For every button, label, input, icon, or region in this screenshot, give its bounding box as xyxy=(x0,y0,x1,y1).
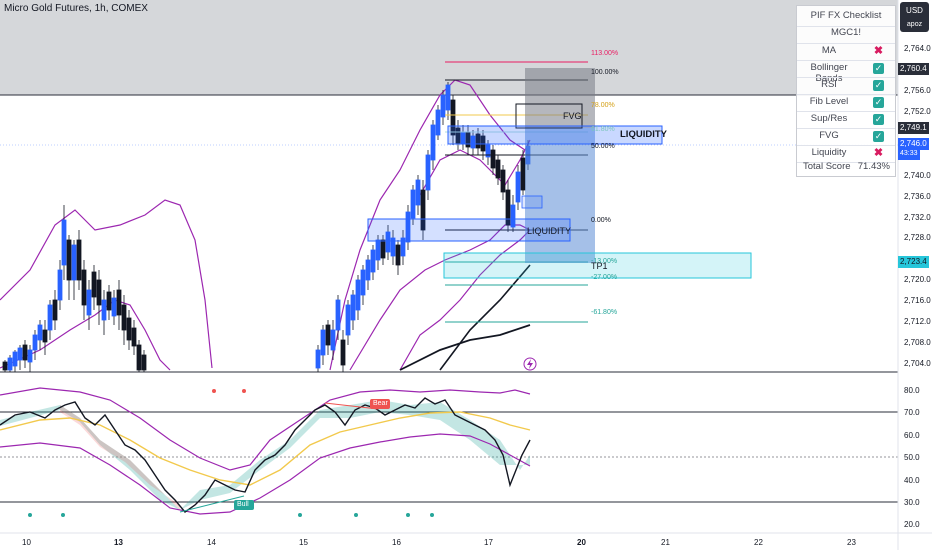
liquidity-label-top: LIQUIDITY xyxy=(620,129,667,140)
time-tick: 13 xyxy=(114,538,123,547)
price-tick: 2,704.0 xyxy=(904,359,931,368)
fib-label-618: 61.80% xyxy=(591,126,615,133)
price-tick: 2,732.0 xyxy=(904,213,931,222)
rsi-tick: 40.0 xyxy=(904,476,920,485)
time-tick: 22 xyxy=(754,538,763,547)
fib-label-50: 50.00% xyxy=(591,143,615,150)
position-stop-zone[interactable] xyxy=(525,68,595,128)
rsi-tick: 20.0 xyxy=(904,520,920,529)
fvg-label: FVG xyxy=(563,111,582,121)
bollinger-upper-2 xyxy=(329,79,526,371)
rsi-fill-area xyxy=(0,400,530,510)
time-tick: 16 xyxy=(392,538,401,547)
checklist-item-rsi: RSI ✓ xyxy=(821,79,884,91)
time-tick: 20 xyxy=(577,538,586,547)
fib-label-neg27: -27.00% xyxy=(591,274,618,281)
price-tick: 2,756.0 xyxy=(904,86,931,95)
price-tick: 2,736.0 xyxy=(904,192,931,201)
rsi-line xyxy=(0,397,531,513)
price-tag-mid: 2,749.1 xyxy=(898,122,929,134)
moving-average-short xyxy=(439,264,531,371)
price-tick: 2,764.0 xyxy=(904,44,931,53)
bull-label-bg xyxy=(234,500,254,510)
bollinger-lower-3 xyxy=(399,229,531,371)
moving-average-long xyxy=(399,324,531,371)
chart-title: Micro Gold Futures, 1h, COMEX xyxy=(4,3,148,14)
time-tick: 23 xyxy=(847,538,856,547)
price-tick: 2,708.0 xyxy=(904,338,931,347)
bear-label-bg xyxy=(370,399,390,409)
bull-label: Bull xyxy=(237,501,249,508)
pass-check-icon: ✓ xyxy=(873,114,884,125)
candles-left xyxy=(2,205,147,372)
price-tick: 2,720.0 xyxy=(904,275,931,284)
fail-cross-icon: ✖ xyxy=(873,45,884,57)
fib-label-78: 78.00% xyxy=(591,102,615,109)
fib-label-100: 100.00% xyxy=(591,69,619,76)
time-tick: 15 xyxy=(299,538,308,547)
price-tick: 2,752.0 xyxy=(904,107,931,116)
liquidity-box-bottom[interactable] xyxy=(367,218,571,242)
fib-label-0: 0.00% xyxy=(591,217,611,224)
rsi-tick: 80.0 xyxy=(904,386,920,395)
rsi-tick: 70.0 xyxy=(904,408,920,417)
price-tag-low: 2,723.4 xyxy=(898,256,929,268)
liquidity-box-top[interactable] xyxy=(447,125,663,145)
fvg-box[interactable] xyxy=(515,103,583,129)
position-target-zone[interactable] xyxy=(525,128,595,263)
currency-button[interactable]: USD apoz xyxy=(900,2,929,32)
price-tick: 2,728.0 xyxy=(904,233,931,242)
price-tag-high: 2,760.4 xyxy=(898,63,929,75)
rsi-fill-bear xyxy=(60,405,180,510)
time-tick: 10 xyxy=(22,538,31,547)
bollinger-upper xyxy=(0,199,213,369)
checklist-panel: PIF FX Checklist MGC1! MA ✖ Bollinger Ban… xyxy=(796,5,896,177)
price-tick: 2,716.0 xyxy=(904,296,931,305)
checklist-item-ma: MA ✖ xyxy=(821,45,884,57)
time-tick: 14 xyxy=(207,538,216,547)
rsi-divergence-bull xyxy=(179,495,245,513)
checklist-item-bollinger: Bollinger Bands ✓ xyxy=(810,62,884,84)
pass-check-icon: ✓ xyxy=(873,63,884,74)
liquidity-label-bottom: LIQUIDITY xyxy=(527,226,572,236)
price-tick: 2,740.0 xyxy=(904,171,931,180)
tp1-zone[interactable] xyxy=(443,252,752,279)
time-tick: 21 xyxy=(661,538,670,547)
tp1-label: TP1 xyxy=(591,261,608,271)
checklist-title: PIF FX Checklist xyxy=(810,10,882,21)
price-tick: 2,712.0 xyxy=(904,317,931,326)
checklist-item-supres: Sup/Res ✓ xyxy=(810,113,884,125)
fail-cross-icon: ✖ xyxy=(873,147,884,159)
checklist-symbol: MGC1! xyxy=(830,27,862,38)
bear-label: Bear xyxy=(373,400,388,407)
rsi-tick: 30.0 xyxy=(904,498,920,507)
rsi-divergence-bear xyxy=(324,402,379,410)
fib-label-neg13: -13.00% xyxy=(591,258,618,265)
range-shading xyxy=(0,0,898,95)
time-tick: 17 xyxy=(484,538,493,547)
current-price-tag: 2,746.0 xyxy=(898,138,929,150)
pass-check-icon: ✓ xyxy=(873,131,884,142)
rsi-signal-yellow xyxy=(0,411,531,486)
checklist-item-fvg: FVG ✓ xyxy=(819,130,884,142)
rsi-band-lower xyxy=(0,433,531,515)
pass-check-icon: ✓ xyxy=(873,97,884,108)
rsi-tick: 50.0 xyxy=(904,453,920,462)
rsi-tick: 60.0 xyxy=(904,431,920,440)
candle-countdown: 43:33 xyxy=(898,148,920,160)
checklist-item-fib: Fib Level ✓ xyxy=(809,96,884,108)
alert-lightning-icon[interactable] xyxy=(523,357,537,371)
fib-label-113: 113.00% xyxy=(591,50,619,57)
fib-label-neg618: -61.80% xyxy=(591,309,618,316)
checklist-total: Total Score 71.43% xyxy=(803,161,890,172)
rsi-band-upper xyxy=(0,387,531,471)
bollinger-mid xyxy=(419,139,531,196)
checklist-item-liquidity: Liquidity ✖ xyxy=(811,147,884,159)
rsi-signal-dots xyxy=(28,389,434,517)
pass-check-icon: ✓ xyxy=(873,80,884,91)
small-box[interactable] xyxy=(521,195,543,209)
